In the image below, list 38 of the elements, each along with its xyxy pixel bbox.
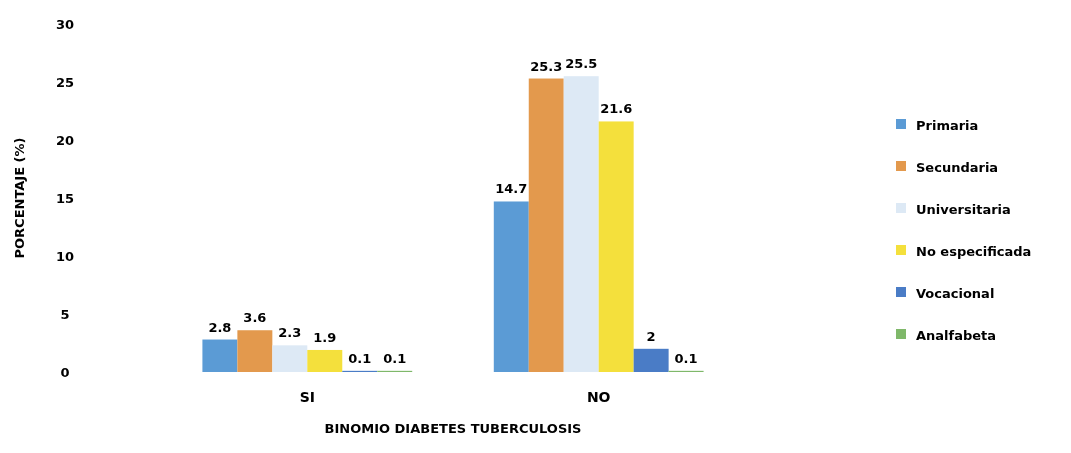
y-tick-label: 0 xyxy=(60,364,70,380)
y-tick-label: 10 xyxy=(55,248,75,264)
data-label: 0.1 xyxy=(383,350,407,366)
bar xyxy=(493,201,529,372)
bar xyxy=(633,348,669,372)
y-tick-label: 20 xyxy=(55,132,75,148)
y-tick-label: 30 xyxy=(55,16,75,32)
data-label: 1.9 xyxy=(313,329,337,345)
y-axis-title: PORCENTAJE (%) xyxy=(12,137,27,259)
y-tick-label: 25 xyxy=(55,74,75,90)
x-tick-label: NO xyxy=(586,389,611,405)
data-label: 25.3 xyxy=(530,58,563,74)
data-label: 0.1 xyxy=(348,350,372,366)
data-label: 2.8 xyxy=(208,319,232,335)
data-label: 2 xyxy=(646,328,656,344)
data-label: 25.5 xyxy=(565,56,598,72)
legend-label: No especificada xyxy=(916,243,1032,259)
legend-label: Primaria xyxy=(916,117,979,133)
data-label: 3.6 xyxy=(243,310,267,326)
data-label: 21.6 xyxy=(600,101,633,117)
y-tick-label: 5 xyxy=(60,306,70,322)
x-axis-title: BINOMIO DIABETES TUBERCULOSIS xyxy=(324,421,582,436)
data-label: 14.7 xyxy=(495,181,528,197)
legend-label: Secundaria xyxy=(916,159,999,175)
x-tick-label: SI xyxy=(299,389,315,405)
bar xyxy=(528,78,564,372)
bar xyxy=(563,76,599,372)
bar xyxy=(272,345,308,372)
data-label: 0.1 xyxy=(674,350,698,366)
bar xyxy=(307,349,343,372)
legend-label: Universitaria xyxy=(916,201,1011,217)
y-tick-label: 15 xyxy=(55,190,75,206)
bar xyxy=(202,339,238,372)
bar xyxy=(598,121,634,372)
legend-label: Vocacional xyxy=(916,285,995,301)
legend-label: Analfabeta xyxy=(916,327,997,343)
data-label: 2.3 xyxy=(278,325,302,341)
bar xyxy=(237,330,273,372)
